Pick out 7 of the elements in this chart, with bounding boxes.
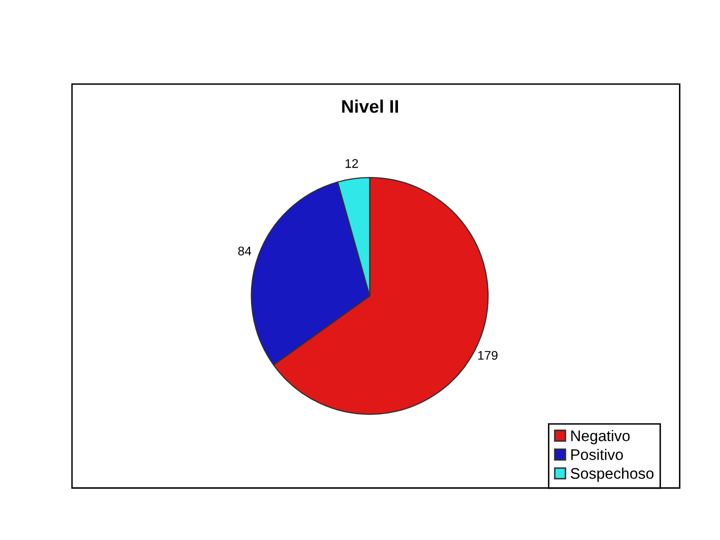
chart-title: Nivel II (342, 100, 398, 113)
data-label: 12 (346, 159, 358, 168)
data-label: 179 (478, 350, 498, 360)
legend-label: Sospechoso (570, 468, 654, 482)
legend-label: Negativo (571, 430, 630, 444)
legend-label: Positivo (571, 448, 623, 460)
data-label: 84 (238, 246, 252, 256)
